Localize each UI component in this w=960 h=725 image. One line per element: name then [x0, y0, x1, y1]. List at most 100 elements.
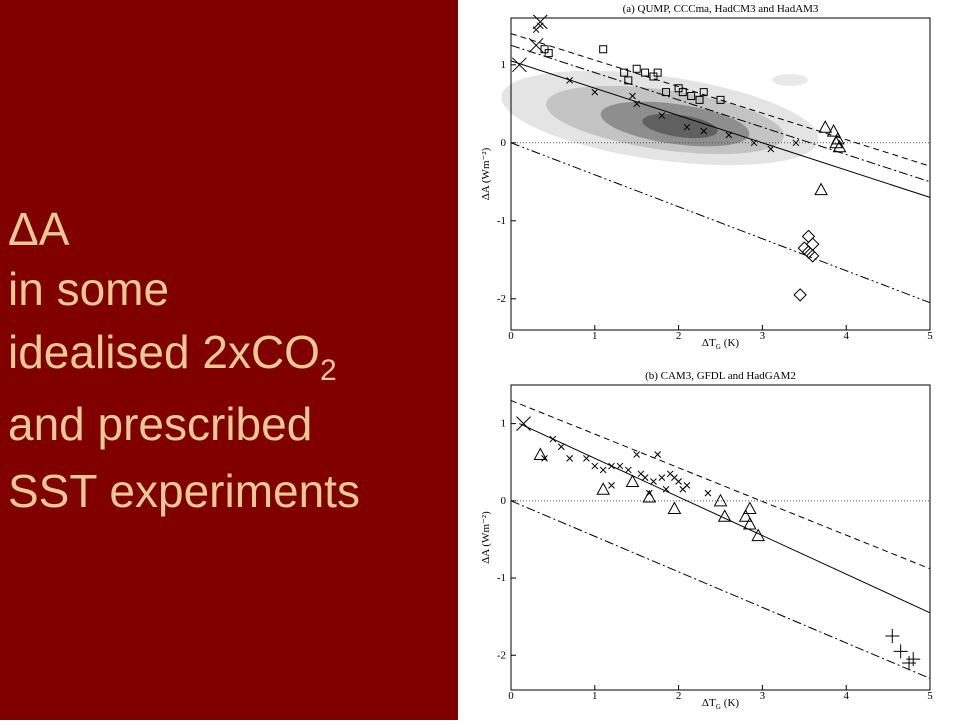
- marker: [591, 462, 599, 470]
- x-label-text: ΔT: [702, 697, 716, 709]
- fit-line: [510, 44, 931, 183]
- x-label-text: ΔT: [702, 337, 716, 349]
- marker: [742, 516, 757, 530]
- fit-line: [510, 60, 931, 198]
- marker: [566, 455, 574, 462]
- marker: [591, 88, 599, 96]
- marker: [658, 112, 666, 119]
- slide-line: in some: [8, 263, 169, 315]
- marker: [566, 77, 574, 84]
- marker: [893, 644, 908, 659]
- marker: [625, 474, 640, 488]
- marker: [620, 68, 629, 77]
- marker: [624, 76, 633, 85]
- marker: [541, 455, 548, 462]
- marker: [641, 68, 650, 77]
- shade: [642, 113, 718, 139]
- marker: [699, 88, 708, 97]
- marker: [750, 139, 758, 147]
- marker: [662, 485, 670, 493]
- y-tick-label: 0: [501, 495, 507, 507]
- x-tick-label: 3: [760, 690, 766, 702]
- marker: [624, 466, 632, 474]
- y-axis-label: ΔA (Wm⁻²): [480, 511, 492, 564]
- y-tick-label: 0: [501, 137, 507, 149]
- fit-line: [519, 423, 931, 614]
- marker: [704, 489, 712, 497]
- fit-line: [510, 500, 931, 679]
- slide-line: ΔA: [8, 203, 70, 255]
- y-tick-label: -2: [497, 649, 506, 661]
- marker: [608, 462, 615, 470]
- marker: [512, 57, 527, 73]
- x-label-subscript: G: [716, 343, 721, 351]
- y-tick-label: 1: [501, 59, 507, 71]
- marker: [633, 100, 641, 108]
- x-label-subscript: G: [716, 703, 721, 711]
- marker: [675, 478, 682, 485]
- marker: [738, 509, 753, 522]
- marker: [596, 482, 611, 495]
- chart-title: (b) CAM3, GFDL and HadGAM2: [645, 370, 796, 382]
- chart-title: (a) QUMP, CCCma, HadCM3 and HadAM3: [623, 3, 819, 15]
- x-axis-label: ΔTG (K): [702, 697, 739, 711]
- marker: [687, 92, 696, 100]
- marker: [540, 45, 549, 54]
- y-tick-label: 1: [501, 418, 507, 430]
- subscript: 2: [320, 354, 337, 387]
- marker: [516, 416, 531, 431]
- marker: [544, 49, 553, 58]
- marker: [713, 493, 728, 507]
- slide-line: and prescribed: [8, 398, 312, 450]
- marker: [641, 474, 649, 482]
- slide-line: SST experiments: [8, 465, 360, 517]
- marker: [716, 95, 725, 104]
- x-tick-label: 5: [927, 330, 933, 342]
- fit-line: [510, 33, 931, 167]
- marker: [654, 451, 662, 458]
- marker: [725, 131, 733, 139]
- plot-frame: [510, 384, 931, 691]
- marker: [599, 45, 608, 54]
- x-tick-label: 1: [592, 690, 598, 702]
- x-tick-label: 1: [592, 330, 598, 342]
- y-axis-label: ΔA (Wm⁻²): [480, 147, 492, 200]
- marker: [608, 482, 615, 489]
- marker: [642, 489, 657, 503]
- marker: [633, 451, 641, 458]
- marker: [683, 482, 691, 489]
- x-tick-label: 3: [760, 330, 766, 342]
- plot-frame: [510, 17, 931, 331]
- x-tick-label: 4: [843, 690, 849, 702]
- marker: [814, 182, 828, 196]
- y-tick-label: -1: [497, 572, 506, 584]
- marker: [683, 123, 691, 131]
- y-tick-label: -1: [497, 215, 506, 227]
- marker: [667, 501, 682, 515]
- y-tick-label: -2: [497, 293, 506, 305]
- slide-text: idealised 2xCO: [8, 326, 320, 378]
- fit-line: [510, 142, 931, 304]
- marker: [767, 145, 775, 153]
- marker: [599, 466, 607, 474]
- fit-line: [510, 399, 931, 570]
- x-tick-label: 0: [508, 690, 514, 702]
- marker: [629, 92, 636, 100]
- marker: [906, 652, 921, 667]
- marker: [662, 88, 671, 97]
- marker: [717, 509, 732, 522]
- marker: [650, 478, 657, 485]
- x-tick-label: 2: [676, 330, 682, 342]
- x-tick-label: 0: [508, 330, 514, 342]
- x-axis-label: ΔTG (K): [702, 337, 739, 351]
- marker: [632, 64, 641, 73]
- marker: [751, 528, 766, 542]
- marker: [793, 288, 807, 302]
- x-tick-label: 5: [927, 690, 933, 702]
- x-tick-label: 4: [843, 330, 849, 342]
- marker: [818, 120, 833, 133]
- marker: [583, 455, 590, 462]
- marker: [678, 88, 687, 97]
- marker: [549, 435, 557, 443]
